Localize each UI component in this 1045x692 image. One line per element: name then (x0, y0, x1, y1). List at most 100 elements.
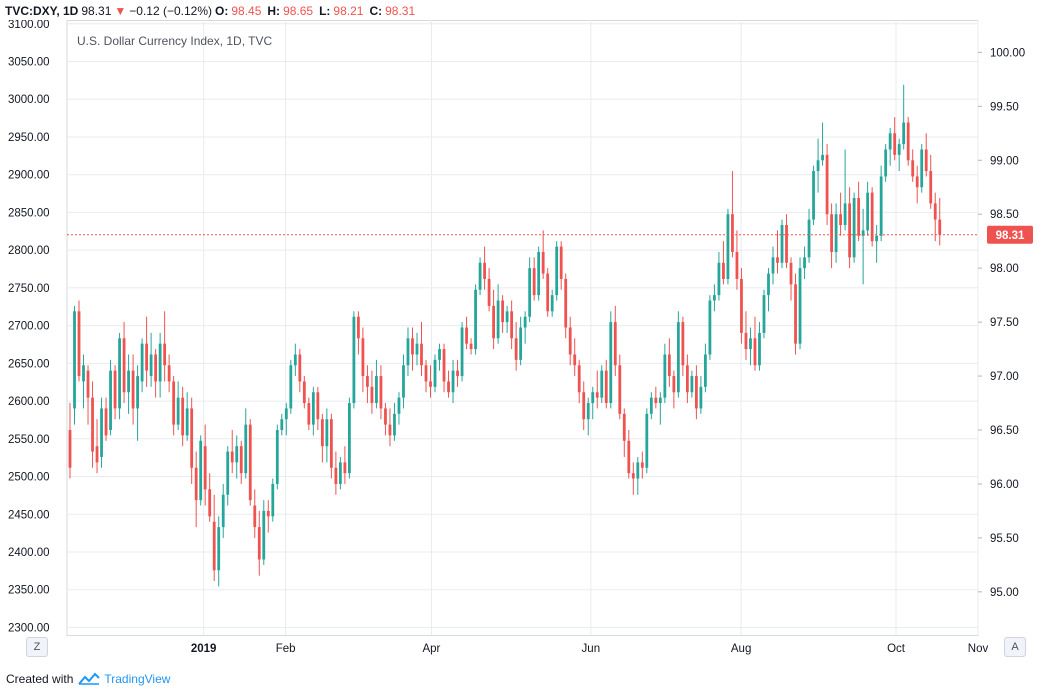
candle (131, 354, 135, 425)
candle (95, 419, 99, 474)
candle (649, 392, 653, 420)
candle-body (645, 413, 649, 468)
footer: Created with TradingView (6, 672, 170, 686)
candle (722, 241, 725, 285)
candle-body (469, 343, 473, 350)
candle (609, 311, 613, 409)
left-axis-tick: 2600.00 (8, 396, 50, 408)
candle (631, 462, 635, 495)
candle-body (929, 171, 933, 204)
candle-body (663, 354, 667, 398)
high-label: H: (267, 4, 281, 18)
candle (176, 381, 180, 430)
candle (753, 316, 757, 371)
right-axis-tick: 98.50 (990, 209, 1019, 221)
candle-body (284, 408, 288, 420)
candle-body (338, 462, 342, 484)
candle (311, 386, 315, 436)
candle-body (226, 451, 230, 495)
candle-body (794, 284, 797, 344)
candle-body (577, 365, 581, 393)
candle-body (194, 467, 198, 501)
candle (713, 284, 716, 312)
candle (812, 165, 815, 225)
candle-body (397, 397, 401, 414)
candle-body (839, 214, 842, 225)
candle (704, 343, 707, 393)
candle-body (343, 462, 347, 474)
candle-body (316, 392, 320, 420)
candle (771, 246, 775, 285)
candle (825, 144, 829, 225)
candle-body (289, 365, 293, 409)
candle (208, 473, 212, 522)
candle (384, 403, 387, 436)
candle (496, 284, 500, 344)
candle (550, 289, 554, 317)
left-axis-tick: 3050.00 (8, 57, 50, 69)
candle (375, 359, 378, 409)
left-axis-tick: 2650.00 (8, 358, 50, 370)
candle (474, 284, 477, 355)
x-axis-label: Nov (968, 643, 989, 655)
candle (776, 230, 779, 274)
candlestick-chart[interactable]: 3100.00 3050.00 3000.00 2950.00 2900.00 2850.… (0, 20, 1045, 660)
candle-body (311, 392, 315, 425)
chart-area[interactable]: 3100.00 3050.00 3000.00 2950.00 2900.00 2850.… (0, 20, 1045, 660)
candle (68, 403, 72, 479)
tradingview-link[interactable]: TradingView (104, 672, 171, 686)
candle-body (636, 462, 640, 479)
candle (870, 187, 874, 247)
candle (402, 354, 405, 409)
candle-body (640, 462, 644, 468)
candle (275, 424, 279, 490)
candle-body (100, 408, 103, 457)
candle-body (320, 419, 324, 447)
candle-body (424, 365, 428, 382)
candle (622, 408, 626, 457)
candle (172, 376, 176, 436)
candle-body (749, 338, 752, 350)
candle-body (212, 521, 216, 571)
left-scale-button[interactable]: Z (26, 637, 48, 657)
candle (420, 322, 423, 377)
candle (559, 241, 563, 290)
candle-body (780, 225, 784, 263)
candle (613, 305, 617, 377)
candle-body (649, 397, 653, 414)
auto-scale-button[interactable]: A (1004, 637, 1026, 657)
candle (915, 165, 919, 204)
candle (82, 354, 85, 409)
candle-body (73, 311, 76, 409)
candle-body (465, 327, 468, 344)
candle-body (118, 338, 121, 409)
candle (577, 359, 581, 404)
candle (158, 332, 162, 398)
candle (199, 435, 203, 506)
candle-body (933, 203, 937, 220)
chart-title: U.S. Dollar Currency Index, 1D, TVC (77, 34, 273, 48)
candle-body (875, 235, 879, 242)
candle-body (798, 268, 802, 344)
candle (645, 408, 649, 474)
candle (388, 408, 392, 447)
candle (140, 338, 144, 393)
candle-body (744, 332, 748, 350)
left-axis-tick: 3100.00 (8, 20, 50, 31)
candle-body (167, 365, 171, 382)
candle-body (104, 408, 108, 436)
candle-body (879, 176, 883, 236)
candle-body (388, 424, 392, 436)
candle-body (483, 262, 486, 279)
candle-body (658, 397, 662, 404)
candle (519, 316, 523, 366)
candle (181, 386, 185, 447)
candle (532, 257, 536, 301)
symbol-name[interactable]: TVC:DXY, 1D (5, 4, 79, 18)
candle-body (487, 278, 491, 306)
candle (528, 257, 532, 323)
candle (73, 305, 76, 425)
candle (77, 300, 81, 382)
candle-body (564, 278, 568, 328)
candle-body (911, 160, 915, 177)
